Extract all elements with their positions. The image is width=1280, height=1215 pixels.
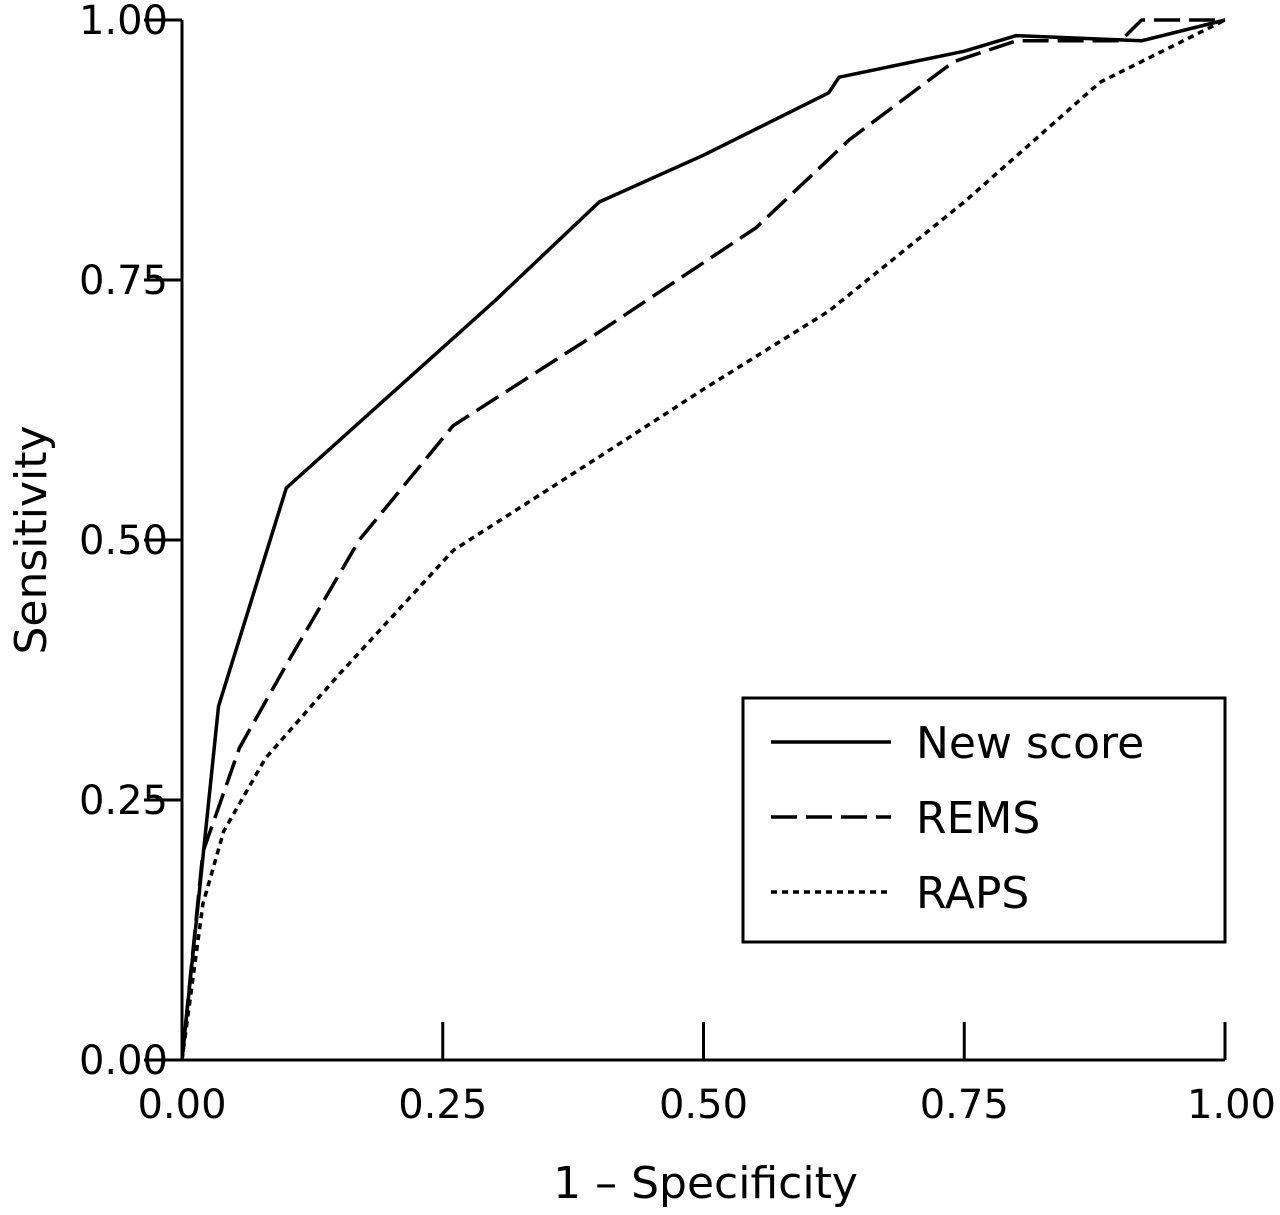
x-axis-title: 1 – Specificity: [553, 1158, 858, 1209]
y-tick-label: 0.25: [79, 778, 168, 824]
legend-box: [741, 696, 1227, 944]
series-line-rems: [180, 18, 1225, 1061]
legend-label: RAPS: [916, 868, 1029, 919]
y-axis-title: Sensitivity: [6, 425, 57, 654]
y-tick-label: 0.75: [79, 258, 168, 304]
x-axis: 0.00 0.25 0.50 0.75 1.00: [137, 1022, 1276, 1128]
y-axis: 0.00 0.25 0.50 0.75 1.00: [79, 0, 184, 1084]
legend-label: New score: [916, 718, 1144, 769]
legend-items: New score REMS RAPS: [771, 718, 1144, 919]
x-tick-label: 0.00: [137, 1082, 226, 1128]
series-line-new-score: [180, 18, 1226, 1061]
y-tick-label: 0.50: [79, 518, 168, 564]
x-tick-label: 0.75: [920, 1082, 1009, 1128]
x-ticks: 0.00 0.25 0.50 0.75 1.00: [137, 1022, 1276, 1128]
y-tick-label: 1.00: [79, 0, 168, 44]
y-ticks: 0.00 0.25 0.50 0.75 1.00: [79, 0, 182, 1084]
y-tick-label: 0.00: [79, 1038, 168, 1084]
series-line-raps: [180, 18, 1226, 1061]
x-tick-label: 1.00: [1187, 1082, 1276, 1128]
series-lines: [180, 18, 1226, 1061]
legend: New score REMS RAPS: [741, 696, 1227, 944]
x-tick-label: 0.50: [659, 1082, 748, 1128]
legend-label: REMS: [916, 793, 1040, 844]
x-tick-label: 0.25: [398, 1082, 487, 1128]
